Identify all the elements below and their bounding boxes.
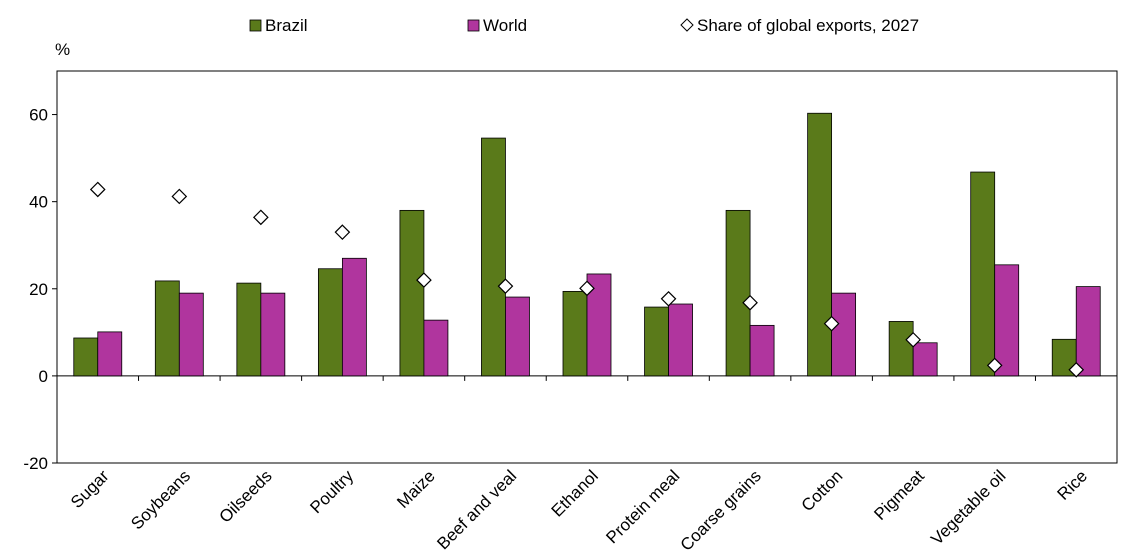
bar-brazil-cotton bbox=[807, 112, 833, 377]
plot-frame bbox=[56, 70, 1118, 464]
bar-brazil-oilseeds bbox=[236, 282, 262, 377]
bar-brazil-beef-and-veal bbox=[481, 137, 506, 377]
bar-world-rice bbox=[1075, 286, 1101, 377]
bar-world-beef-and-veal bbox=[505, 296, 530, 377]
marker-share-rice bbox=[1068, 361, 1085, 378]
x-tick-label: Beef and veal bbox=[433, 466, 520, 553]
legend: Brazil World Share of global exports, 20… bbox=[249, 16, 919, 35]
x-tick-label: Vegetable oil bbox=[927, 466, 1009, 548]
legend-swatch-world bbox=[467, 19, 480, 32]
x-tick-label: Oilseeds bbox=[215, 466, 275, 526]
x-tick-label: Maize bbox=[393, 466, 439, 512]
legend-diamond-icon bbox=[680, 18, 694, 32]
y-tick-label: 20 bbox=[29, 280, 48, 299]
marker-share-beef-and-veal bbox=[497, 278, 514, 295]
x-tick-label: Sugar bbox=[67, 466, 113, 512]
bar-world-soybeans bbox=[178, 292, 204, 377]
y-tick-label: 60 bbox=[29, 106, 48, 125]
y-tick-label: -20 bbox=[23, 454, 48, 473]
marker-share-coarse-grains bbox=[742, 294, 758, 311]
bar-world-poultry bbox=[341, 257, 367, 377]
bar-world-coarse-grains bbox=[749, 324, 775, 377]
x-tick-label: Pigmeat bbox=[870, 466, 928, 524]
y-tick-label: 40 bbox=[29, 193, 48, 212]
bar-brazil-soybeans bbox=[154, 280, 180, 377]
x-tick-label: Cotton bbox=[798, 466, 847, 515]
marker-share-vegetable-oil bbox=[986, 357, 1003, 374]
bar-world-cotton bbox=[831, 292, 857, 377]
bar-brazil-maize bbox=[399, 209, 425, 377]
bar-world-pigmeat bbox=[912, 342, 938, 377]
legend-swatch-brazil bbox=[249, 19, 262, 32]
marker-share-protein-meal bbox=[660, 290, 677, 307]
marker-share-ethanol bbox=[579, 280, 595, 297]
bar-brazil-poultry bbox=[317, 268, 343, 377]
x-tick-label: Coarse grains bbox=[677, 466, 765, 554]
bar-world-vegetable-oil bbox=[994, 264, 1020, 377]
marker-share-cotton bbox=[823, 315, 840, 332]
bar-world-maize bbox=[423, 319, 449, 377]
marker-share-sugar bbox=[89, 181, 106, 198]
marker-share-pigmeat bbox=[905, 331, 922, 348]
legend-label-world: World bbox=[483, 16, 527, 35]
bar-brazil-ethanol bbox=[562, 290, 588, 377]
bar-brazil-vegetable-oil bbox=[970, 171, 996, 377]
marker-share-maize bbox=[416, 272, 432, 288]
plot-area: -20 0 20 40 60 Sugar Soybeans Oilseeds Poultry Ma… bbox=[23, 70, 1118, 555]
bar-world-sugar bbox=[97, 331, 123, 377]
bar-world-protein-meal bbox=[668, 303, 693, 377]
x-tick-label: Poultry bbox=[306, 466, 357, 517]
y-axis-unit-label: % bbox=[55, 40, 70, 59]
marker-share-poultry bbox=[334, 224, 351, 241]
legend-label-share: Share of global exports, 2027 bbox=[697, 16, 919, 35]
x-tick-label: Soybeans bbox=[127, 466, 194, 533]
marker-share-soybeans bbox=[171, 188, 188, 205]
bar-brazil-protein-meal bbox=[644, 306, 669, 377]
x-tick-label: Rice bbox=[1054, 466, 1091, 503]
marker-share-oilseeds bbox=[252, 209, 269, 226]
bar-world-oilseeds bbox=[260, 292, 286, 377]
x-tick-label: Ethanol bbox=[548, 466, 602, 520]
bar-brazil-pigmeat bbox=[888, 321, 914, 377]
x-tick-label: Protein meal bbox=[602, 466, 683, 547]
bar-brazil-coarse-grains bbox=[725, 209, 751, 377]
bar-brazil-sugar bbox=[73, 337, 99, 377]
y-tick-label: 0 bbox=[39, 367, 48, 386]
legend-label-brazil: Brazil bbox=[265, 16, 308, 35]
